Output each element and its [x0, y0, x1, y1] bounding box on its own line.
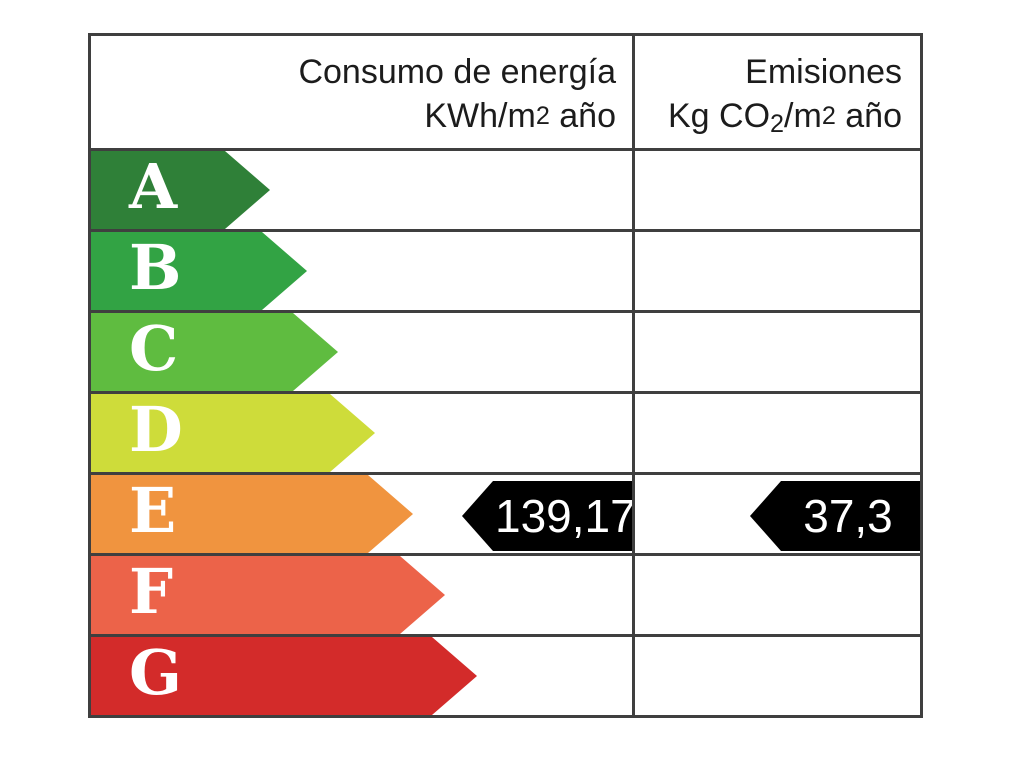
- consumo-header-line1: Consumo de energía: [298, 53, 616, 91]
- emisiones-value: 37,3: [803, 490, 893, 542]
- consumo-value-marker: 139,17: [462, 481, 632, 551]
- rating-letter-f: F: [129, 555, 174, 628]
- rating-arrow-c: C: [91, 313, 338, 391]
- rating-arrow-a: A: [91, 151, 270, 229]
- rating-letter-c: C: [129, 312, 179, 385]
- rating-row-d: D: [91, 394, 920, 475]
- consumo-value: 139,17: [495, 490, 636, 542]
- rating-row-c: C: [91, 313, 920, 394]
- rating-arrow-d: D: [91, 394, 375, 472]
- co2-subscript: 2: [770, 109, 785, 138]
- rating-arrow-b: B: [91, 232, 307, 310]
- rating-letter-b: B: [129, 231, 182, 304]
- rating-arrow-e: E: [91, 475, 413, 553]
- rating-arrow-f: F: [91, 556, 445, 634]
- emisiones-value-marker: 37,3: [750, 481, 920, 551]
- emisiones-column-header: Emisiones Kg CO2/m2 año: [632, 36, 920, 148]
- rating-arrow-g: G: [91, 637, 477, 715]
- emisiones-header-units: Kg CO2/m2 año: [667, 97, 902, 138]
- emisiones-header-line1: Emisiones: [745, 53, 902, 91]
- rating-row-e: E 139,17 37,3: [91, 475, 920, 556]
- energy-rating-table: Consumo de energía KWh/m2 año Emisiones …: [88, 33, 923, 718]
- consumo-column-header: Consumo de energía KWh/m2 año: [91, 36, 632, 148]
- rating-letter-d: D: [129, 393, 183, 466]
- emisiones-unit-exponent: 2: [821, 102, 836, 131]
- consumo-header-units: KWh/m2 año: [424, 97, 616, 135]
- rating-letter-a: A: [129, 150, 178, 223]
- column-divider: [632, 36, 635, 715]
- rating-row-b: B: [91, 232, 920, 313]
- consumo-unit-exponent: 2: [535, 102, 550, 131]
- rating-row-a: A: [91, 151, 920, 232]
- rating-row-f: F: [91, 556, 920, 637]
- rating-letter-g: G: [129, 636, 182, 709]
- table-header-row: Consumo de energía KWh/m2 año Emisiones …: [91, 36, 920, 151]
- rating-row-g: G: [91, 637, 920, 715]
- rating-letter-e: E: [129, 474, 177, 547]
